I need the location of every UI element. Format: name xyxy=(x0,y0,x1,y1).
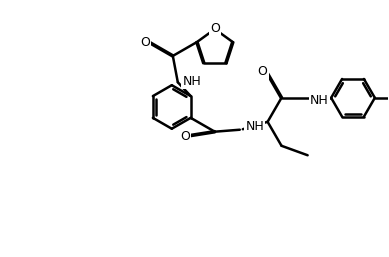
Text: O: O xyxy=(140,35,150,49)
Text: NH: NH xyxy=(310,94,329,107)
Text: O: O xyxy=(210,22,220,35)
Text: NH: NH xyxy=(245,120,264,133)
Text: O: O xyxy=(180,130,190,143)
Text: NH: NH xyxy=(182,75,201,88)
Text: O: O xyxy=(258,65,268,78)
